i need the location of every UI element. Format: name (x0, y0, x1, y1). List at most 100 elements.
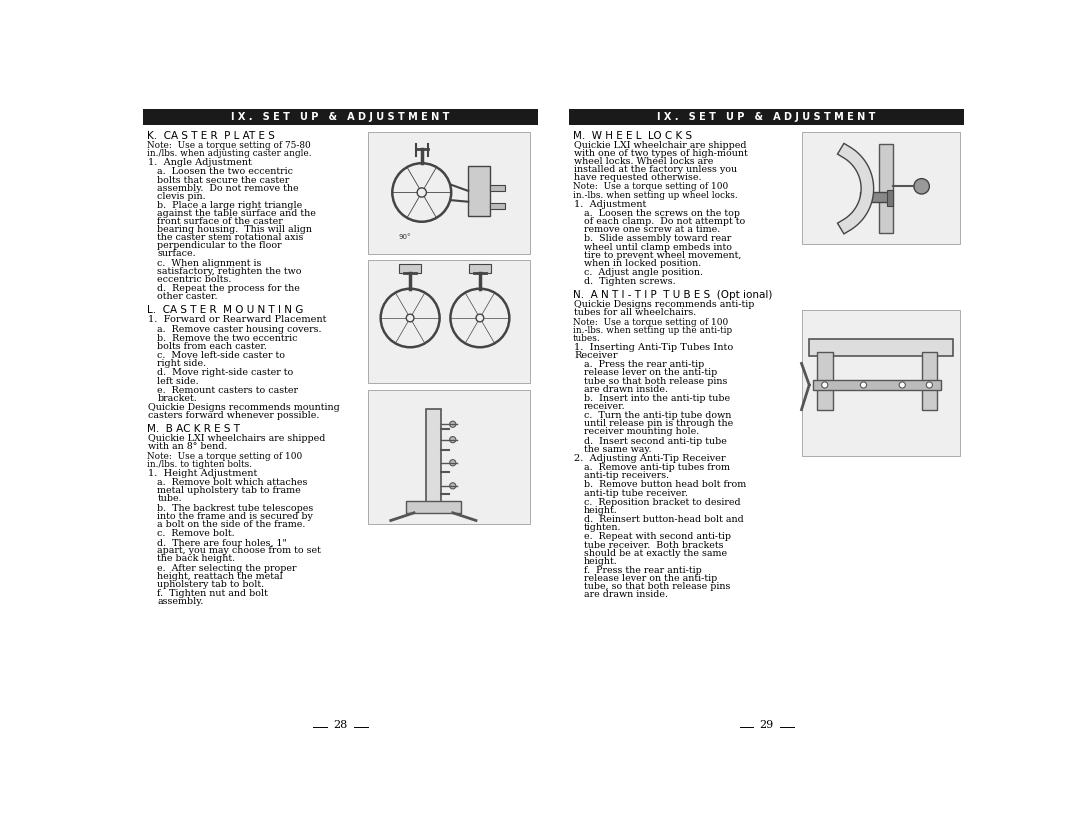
Text: receiver.: receiver. (583, 402, 625, 411)
Circle shape (449, 483, 456, 489)
Text: height, reattach the metal: height, reattach the metal (158, 571, 283, 580)
Text: Quickie Designs recommends mounting: Quickie Designs recommends mounting (148, 403, 340, 412)
Text: tube.: tube. (158, 495, 183, 504)
Text: height.: height. (583, 556, 618, 565)
Text: I X .   S E T   U P   &   A D J U S T M E N T: I X . S E T U P & A D J U S T M E N T (658, 112, 876, 122)
Text: b.  Remove button head bolt from: b. Remove button head bolt from (583, 480, 746, 490)
Text: casters forward whenever possible.: casters forward whenever possible. (148, 411, 320, 420)
Bar (879, 144, 893, 233)
Circle shape (927, 382, 932, 388)
Text: tubes for all wheelchairs.: tubes for all wheelchairs. (575, 309, 697, 318)
Text: of each clamp.  Do not attempt to: of each clamp. Do not attempt to (583, 217, 745, 226)
Text: apart, you may choose from to set: apart, you may choose from to set (158, 546, 322, 555)
Text: a.  Loosen the screws on the top: a. Loosen the screws on the top (583, 209, 740, 218)
Text: upholstery tab to bolt.: upholstery tab to bolt. (158, 580, 265, 589)
Text: right side.: right side. (158, 359, 206, 368)
Text: 1.  Height Adjustment: 1. Height Adjustment (148, 469, 257, 478)
Text: a.  Press the rear anti-tip: a. Press the rear anti-tip (583, 360, 704, 369)
Text: the same way.: the same way. (583, 445, 651, 454)
Text: d.  Reinsert button-head bolt and: d. Reinsert button-head bolt and (583, 515, 743, 524)
Text: into the frame and is secured by: into the frame and is secured by (158, 511, 313, 520)
Text: when in locked position.: when in locked position. (583, 259, 701, 268)
Text: in./lbs. when adjusting caster angle.: in./lbs. when adjusting caster angle. (147, 149, 311, 158)
Text: bolts that secure the caster: bolts that secure the caster (158, 175, 289, 184)
Text: b.  Place a large right triangle: b. Place a large right triangle (158, 201, 302, 210)
Text: perpendicular to the floor: perpendicular to the floor (158, 241, 282, 250)
Text: assembly.  Do not remove the: assembly. Do not remove the (158, 183, 299, 193)
Text: c.  Move left-side caster to: c. Move left-side caster to (158, 351, 285, 360)
Circle shape (861, 382, 866, 388)
Bar (921, 352, 937, 409)
Text: the caster stem rotational axis: the caster stem rotational axis (158, 234, 303, 243)
Text: Receiver: Receiver (575, 351, 618, 360)
Text: other caster.: other caster. (158, 292, 218, 301)
Bar (490, 185, 505, 191)
Text: a.  Remove anti-tip tubes from: a. Remove anti-tip tubes from (583, 463, 730, 472)
Text: a bolt on the side of the frame.: a bolt on the side of the frame. (158, 520, 306, 529)
Text: tube so that both release pins: tube so that both release pins (583, 376, 727, 385)
Bar (816, 352, 833, 409)
Text: f.  Tighten nut and bolt: f. Tighten nut and bolt (158, 589, 268, 598)
Text: e.  After selecting the proper: e. After selecting the proper (158, 564, 297, 573)
Bar (406, 501, 460, 513)
Text: bolts from each caster.: bolts from each caster. (158, 342, 268, 351)
Text: left side.: left side. (158, 376, 199, 385)
Circle shape (914, 178, 930, 194)
Text: d.  There are four holes, 1": d. There are four holes, 1" (158, 538, 287, 547)
Bar (143, 109, 538, 125)
Text: release lever on the anti-tip: release lever on the anti-tip (583, 369, 717, 378)
Bar (490, 203, 505, 209)
Bar (801, 309, 960, 456)
Text: c.  When alignment is: c. When alignment is (158, 259, 261, 268)
Text: installed at the factory unless you: installed at the factory unless you (575, 165, 738, 174)
Text: M.  B AC K R E S T: M. B AC K R E S T (147, 425, 240, 435)
Text: I X .   S E T   U P   &   A D J U S T M E N T: I X . S E T U P & A D J U S T M E N T (231, 112, 449, 122)
Text: bracket.: bracket. (158, 394, 198, 403)
Text: until release pin is through the: until release pin is through the (583, 420, 733, 428)
Text: 2.  Adjusting Anti-Tip Receiver: 2. Adjusting Anti-Tip Receiver (575, 454, 726, 463)
Text: release lever on the anti-tip: release lever on the anti-tip (583, 574, 717, 583)
Text: are drawn inside.: are drawn inside. (583, 384, 667, 394)
Bar (367, 133, 530, 254)
Text: b.  The backrest tube telescopes: b. The backrest tube telescopes (158, 504, 313, 513)
Bar (367, 389, 530, 525)
Text: M.  W H E E L  LO C K S: M. W H E E L LO C K S (572, 131, 692, 141)
Circle shape (449, 460, 456, 466)
Text: d.  Insert second anti-tip tube: d. Insert second anti-tip tube (583, 436, 727, 445)
Bar (887, 190, 893, 205)
Text: Note:  Use a torque setting of 100: Note: Use a torque setting of 100 (147, 451, 302, 460)
Bar (813, 379, 941, 390)
Text: Quickie LXI wheelchair are shipped: Quickie LXI wheelchair are shipped (575, 141, 747, 150)
Text: satisfactory, retighten the two: satisfactory, retighten the two (158, 267, 302, 276)
Text: clevis pin.: clevis pin. (158, 192, 206, 201)
Text: 1.  Angle Adjustment: 1. Angle Adjustment (148, 158, 252, 167)
Text: have requested otherwise.: have requested otherwise. (575, 173, 702, 183)
Text: Quickie LXI wheelchairs are shipped: Quickie LXI wheelchairs are shipped (148, 435, 325, 443)
Bar (801, 133, 960, 244)
Bar (367, 260, 530, 384)
Text: Note:  Use a torque setting of 100: Note: Use a torque setting of 100 (572, 183, 728, 192)
Text: b.  Slide assembly toward rear: b. Slide assembly toward rear (583, 234, 731, 244)
Text: c.  Remove bolt.: c. Remove bolt. (158, 529, 235, 538)
Text: tire to prevent wheel movement,: tire to prevent wheel movement, (583, 250, 741, 259)
Text: wheel until clamp embeds into: wheel until clamp embeds into (583, 243, 732, 252)
Text: b.  Remove the two eccentric: b. Remove the two eccentric (158, 334, 298, 343)
Text: in./lbs. to tighten bolts.: in./lbs. to tighten bolts. (147, 460, 252, 469)
Text: c.  Adjust angle position.: c. Adjust angle position. (583, 268, 703, 277)
Text: height.: height. (583, 506, 618, 515)
Text: bearing housing.  This will align: bearing housing. This will align (158, 225, 312, 234)
Text: against the table surface and the: against the table surface and the (158, 209, 316, 218)
Text: metal upholstery tab to frame: metal upholstery tab to frame (158, 486, 301, 495)
Text: are drawn inside.: are drawn inside. (583, 590, 667, 599)
Text: assembly.: assembly. (158, 597, 204, 606)
Bar (469, 264, 490, 274)
Text: in.-lbs. when setting up the anti-tip: in.-lbs. when setting up the anti-tip (572, 326, 732, 334)
Text: b.  Insert into the anti-tip tube: b. Insert into the anti-tip tube (583, 394, 730, 403)
Circle shape (822, 382, 828, 388)
Text: eccentric bolts.: eccentric bolts. (158, 275, 232, 284)
Text: a.  Remove caster housing covers.: a. Remove caster housing covers. (158, 324, 322, 334)
Text: c.  Reposition bracket to desired: c. Reposition bracket to desired (583, 498, 741, 507)
Text: d.  Tighten screws.: d. Tighten screws. (583, 277, 675, 286)
Text: anti-tip tube receiver.: anti-tip tube receiver. (583, 489, 688, 498)
Text: should be at exactly the same: should be at exactly the same (583, 549, 727, 558)
